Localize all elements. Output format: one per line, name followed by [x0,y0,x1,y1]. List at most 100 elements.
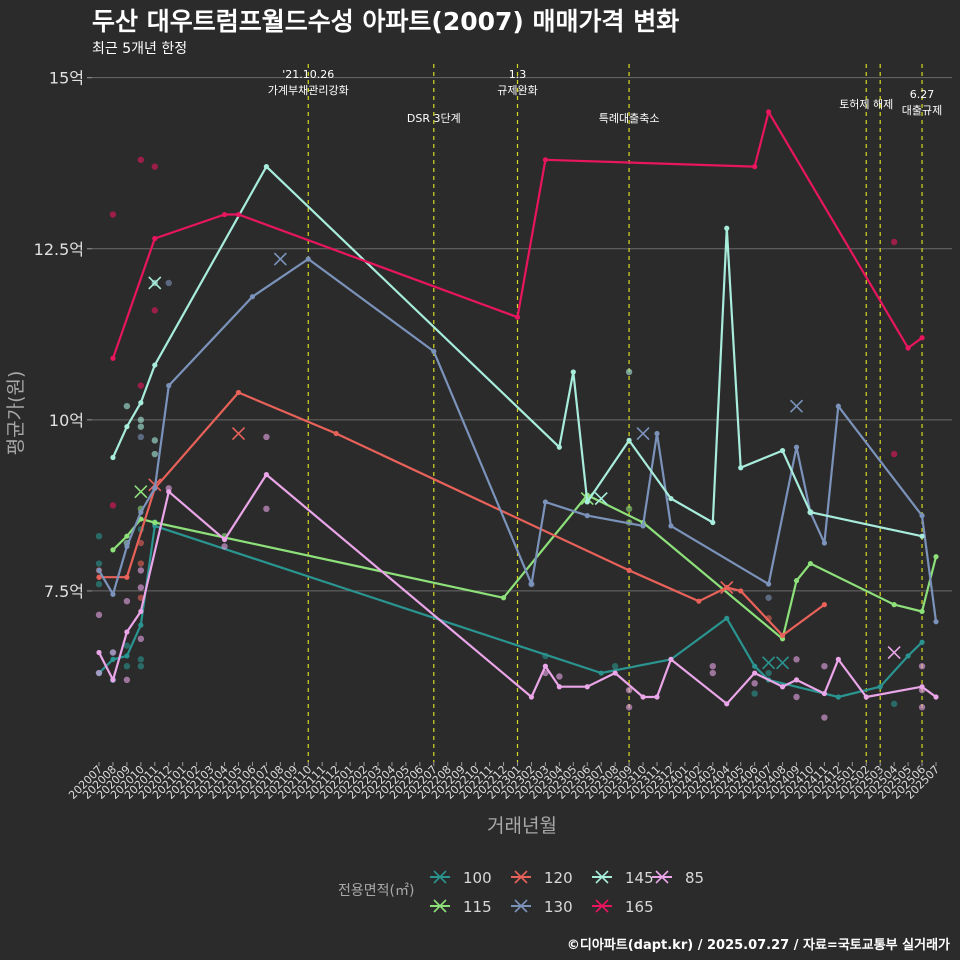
policy-event-label: DSR 3단계 [407,112,461,125]
line-point [570,369,576,375]
x-mark-stroke [762,656,776,670]
data-point [137,156,145,164]
y-axis-title: 평균가(원) [5,371,27,456]
line-point [584,513,590,519]
line-point [221,211,228,218]
data-point [918,662,926,670]
data-point [95,611,103,619]
x-mark [134,485,148,499]
line-point [152,235,158,242]
line-point [779,448,786,454]
line-point [138,622,144,628]
series-line [111,110,923,359]
line-point [766,109,772,115]
data-point [137,423,145,430]
data-point [556,673,563,680]
policy-event-label: '21.10.26 [282,68,334,81]
line-point [835,694,841,700]
line-point [96,567,102,573]
legend-item: 85 [652,869,704,887]
line-point [919,335,925,341]
y-tick-label: 10억 [49,411,84,430]
line-point [835,656,841,662]
line-point [305,256,311,262]
line-point [152,519,158,526]
line-point [124,543,130,550]
x-mark [636,426,650,441]
line-point [235,389,242,396]
data-point [137,433,145,441]
line-point [584,499,590,505]
line-point [905,345,911,351]
data-point [890,238,898,246]
data-point [137,416,145,424]
data-point [137,656,145,663]
data-point [263,433,270,441]
line-point [752,164,758,170]
line-point [752,663,758,669]
line-point [138,509,144,515]
legend-title: 전용면적(㎡) [338,883,414,899]
line-point [612,670,618,676]
line-point [556,444,562,450]
data-point [751,690,758,697]
x-mark-stroke [636,426,650,441]
line-point [542,499,549,505]
line-point [124,629,130,635]
line-point [933,694,939,700]
legend-item: 100 [430,869,492,887]
x-mark [231,426,246,441]
data-point [137,584,145,591]
data-point [151,163,158,170]
legend-item: 165 [592,898,654,916]
line-point [626,567,632,573]
line-point [668,523,674,529]
legend-label: 165 [625,898,654,916]
legend-label: 115 [463,898,492,916]
data-point [821,714,828,721]
data-point [137,560,145,567]
x-mark [594,491,608,506]
x-mark [762,656,776,670]
line-point [919,684,925,690]
x-mark-stroke [789,399,804,413]
x-mark [775,656,790,670]
data-point [137,567,145,574]
line-point [654,694,660,700]
chart-title: 두산 대우트럼프월드수성 아파트(2007) 매매가격 변화 [92,7,680,36]
data-point [611,662,619,670]
legend-item: 145 [592,869,654,887]
data-point [263,505,270,513]
line-point [933,619,939,625]
legend-item: 130 [511,898,573,916]
y-tick-label: 12.5억 [34,240,84,259]
legend-item: 115 [430,898,492,916]
policy-event-label: 특례대출축소 [599,112,660,125]
x-mark-stroke [720,580,734,595]
legend-item: 120 [511,869,573,887]
legend-label: 85 [685,869,704,887]
line-point [891,602,897,608]
line-point [807,560,814,567]
x-mark-stroke [148,276,162,290]
data-point [151,437,158,444]
legend-label: 100 [463,869,492,887]
line-point [766,581,772,587]
data-point [137,635,145,643]
line-point [654,430,660,437]
data-point [625,704,633,711]
line-point [528,581,535,587]
data-point [793,693,800,701]
series-line [98,524,923,699]
line-point [124,533,130,539]
legend-key-x [433,870,447,884]
line-point [640,694,646,700]
series-line [111,165,923,538]
data-point [95,580,103,588]
line-point [235,211,242,218]
data-point [137,382,145,389]
line-point [779,684,786,690]
legend-key-x [514,899,528,913]
chart-caption: ©디아파트(dapt.kr) / 2025.07.27 / 자료=국토교통부 실… [566,938,950,953]
data-point [890,700,898,708]
